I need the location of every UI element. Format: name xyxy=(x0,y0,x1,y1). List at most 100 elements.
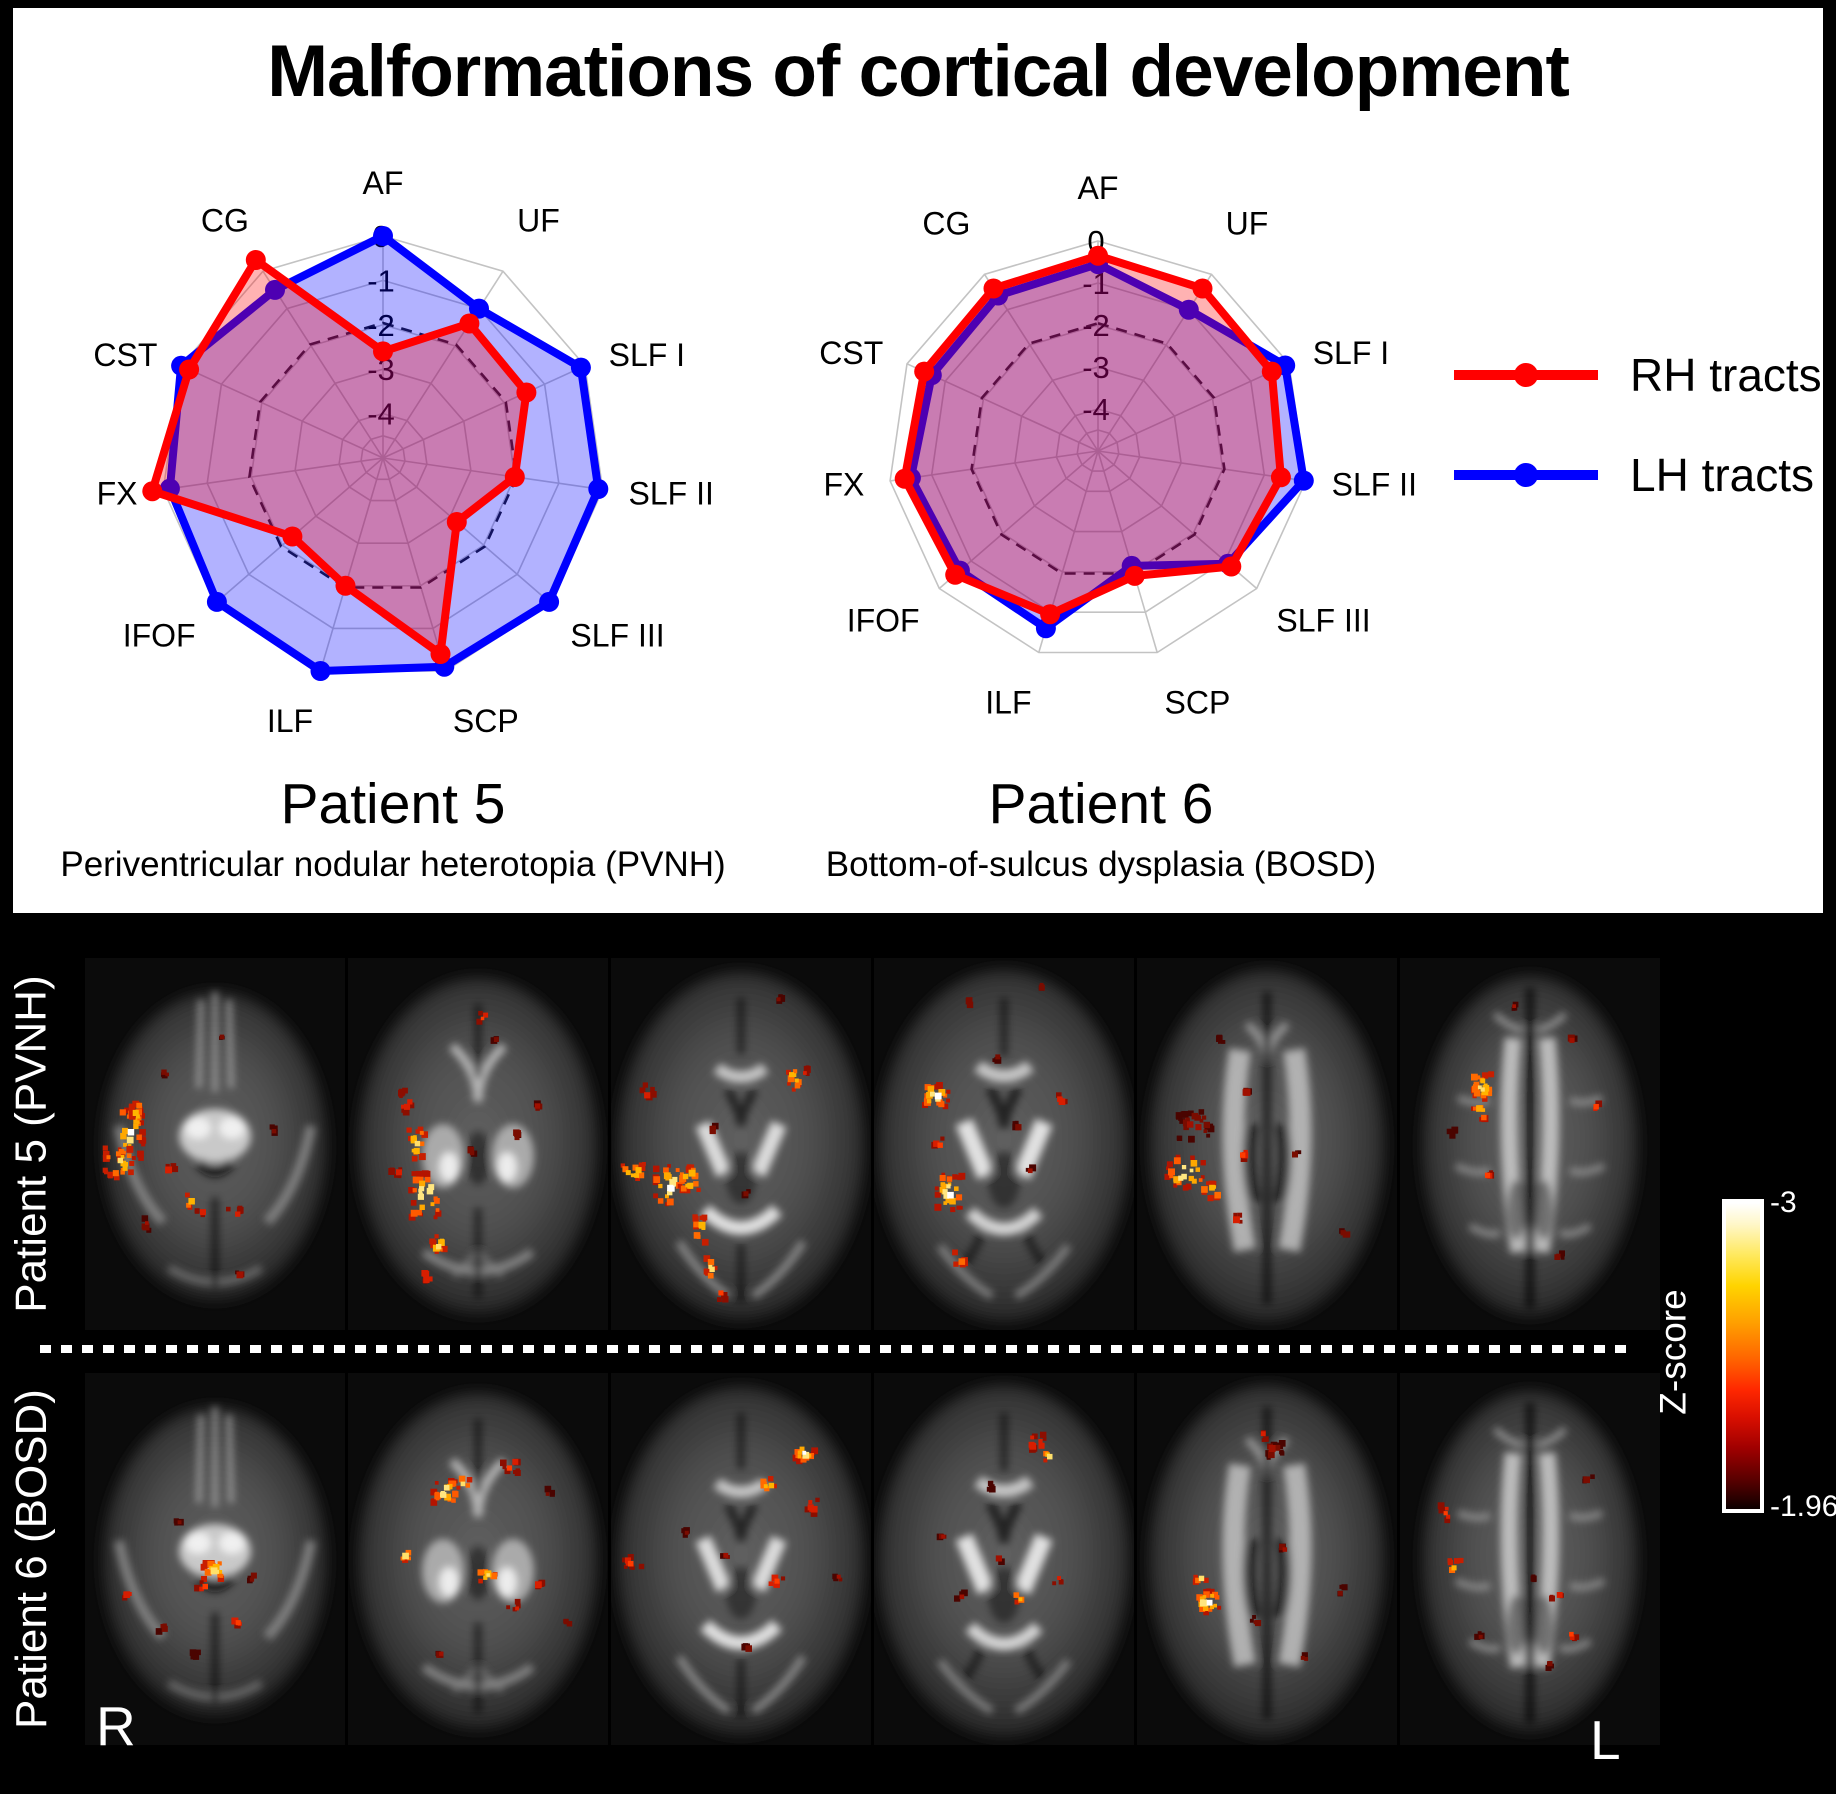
brain-anatomy xyxy=(936,1413,1072,1715)
mri-slice xyxy=(1400,958,1660,1330)
legend-label-lh: LH tracts xyxy=(1630,449,1815,501)
zscore-hotspots xyxy=(622,1446,843,1652)
svg-text:SLF III: SLF III xyxy=(1276,603,1370,639)
svg-text:SLF I: SLF I xyxy=(609,337,685,373)
svg-text:-2: -2 xyxy=(1082,308,1110,343)
svg-text:FX: FX xyxy=(824,467,865,503)
mri-slice-image xyxy=(348,1373,608,1745)
brain-anatomy xyxy=(1454,988,1606,1308)
radar-axis-labels: AF UF SLF I SLF II SLF III SCP ILF IFOF FX CST CG xyxy=(93,165,713,739)
svg-text:SLF II: SLF II xyxy=(629,475,714,511)
mri-slice xyxy=(348,958,608,1330)
brain-anatomy xyxy=(421,1419,535,1713)
zscore-hotspots xyxy=(400,1458,573,1658)
mri-slice xyxy=(611,1373,871,1745)
mri-slice-image xyxy=(611,1373,871,1745)
mri-slice xyxy=(1400,1373,1660,1745)
colorbar-axis-label: Z-score xyxy=(1642,1199,1706,1505)
zscore-label-text: Z-score xyxy=(1653,1289,1694,1415)
colorbar-max-label: -3 xyxy=(1770,1186,1797,1219)
mri-slice-image xyxy=(874,1373,1134,1745)
mri-slice xyxy=(85,958,345,1330)
legend-item-rh-tracts: RH tracts xyxy=(1450,348,1822,402)
row-label-text: Patient 5 (PVNH) xyxy=(7,975,56,1313)
row-label-text: Patient 6 (BOSD) xyxy=(7,1389,56,1729)
svg-text:CST: CST xyxy=(819,335,883,371)
radar-axis-labels: AF UF SLF I SLF II SLF III SCP ILF IFOF FX CST CG xyxy=(819,170,1417,720)
mri-slice-image xyxy=(611,958,871,1330)
svg-text:-1: -1 xyxy=(367,263,395,298)
mri-slice xyxy=(1137,958,1397,1330)
mri-slice xyxy=(874,958,1134,1330)
svg-text:CG: CG xyxy=(201,202,249,238)
mri-slice xyxy=(611,958,871,1330)
patient-5-diagnosis: Periventricular nodular heterotopia (PVN… xyxy=(60,845,726,884)
svg-text:AF: AF xyxy=(363,165,404,201)
svg-text:-4: -4 xyxy=(367,397,395,432)
patient-6-diagnosis: Bottom-of-sulcus dysplasia (BOSD) xyxy=(825,845,1377,884)
svg-text:CG: CG xyxy=(922,206,970,242)
svg-text:SCP: SCP xyxy=(453,703,519,739)
svg-text:UF: UF xyxy=(1226,206,1269,242)
mri-row-patient-5 xyxy=(85,958,1660,1330)
zscore-hotspots xyxy=(122,1518,257,1660)
patient-5-name: Patient 5 xyxy=(280,772,506,836)
svg-text:AF: AF xyxy=(1078,170,1119,206)
mri-slice-image xyxy=(1137,958,1397,1330)
mri-slice-image xyxy=(348,958,608,1330)
mri-slice xyxy=(85,1373,345,1745)
radar-series-rh-tracts xyxy=(894,245,1291,625)
svg-text:FX: FX xyxy=(97,475,138,511)
radar-panel: Malformations of cortical development 0-… xyxy=(13,8,1823,913)
brain-anatomy xyxy=(1222,1407,1312,1719)
radial-tick-labels: 0-1-2-3-4 xyxy=(367,219,395,432)
brain-anatomy xyxy=(936,998,1072,1300)
radar-grid xyxy=(889,240,1307,654)
orientation-left-label: L xyxy=(1590,1709,1621,1771)
patient-6-name: Patient 6 xyxy=(988,772,1214,836)
brain-anatomy xyxy=(1222,992,1312,1304)
significance-threshold-ring xyxy=(248,321,518,589)
svg-text:UF: UF xyxy=(517,202,560,238)
zscore-hotspots xyxy=(102,1034,278,1279)
svg-text:SLF I: SLF I xyxy=(1313,335,1389,371)
mri-slice xyxy=(1137,1373,1397,1745)
zscore-hotspots xyxy=(936,1431,1064,1605)
row-divider-dashed-line xyxy=(40,1345,1626,1353)
svg-text:ILF: ILF xyxy=(985,684,1031,720)
svg-text:-3: -3 xyxy=(1082,350,1110,385)
zscore-hotspots xyxy=(1192,1430,1348,1661)
mri-slice-image xyxy=(1400,1373,1660,1745)
legend: RH tracts LH tracts xyxy=(1450,348,1822,502)
zscore-hotspots xyxy=(388,1010,543,1284)
caption-patient-6: Patient 6 Bottom-of-sulcus dysplasia (BO… xyxy=(751,772,1451,884)
svg-text:CST: CST xyxy=(93,337,157,373)
svg-text:-2: -2 xyxy=(367,308,395,343)
svg-text:ILF: ILF xyxy=(267,703,313,739)
brain-anatomy xyxy=(421,1004,535,1298)
mri-slice xyxy=(348,1373,608,1745)
svg-text:SLF III: SLF III xyxy=(570,617,664,653)
caption-patient-5: Patient 5 Periventricular nodular hetero… xyxy=(43,772,743,884)
zscore-hotspots xyxy=(620,994,811,1303)
mri-slice-image xyxy=(1400,958,1660,1330)
zscore-hotspots xyxy=(1164,1034,1351,1238)
legend-label-rh: RH tracts xyxy=(1630,349,1822,401)
svg-text:IFOF: IFOF xyxy=(123,617,196,653)
figure-title: Malformations of cortical development xyxy=(267,31,1570,112)
zscore-colorbar xyxy=(1722,1199,1764,1513)
radar-series-rh-tracts xyxy=(142,250,537,664)
rh-line-marker-icon xyxy=(1454,363,1598,387)
mri-slice xyxy=(874,1373,1134,1745)
mri-slice-image xyxy=(85,1373,345,1745)
svg-text:SCP: SCP xyxy=(1165,684,1231,720)
legend-item-lh-tracts: LH tracts xyxy=(1450,448,1822,502)
svg-text:-4: -4 xyxy=(1082,392,1110,427)
mri-slice-image xyxy=(1137,1373,1397,1745)
mri-slice-image xyxy=(874,958,1134,1330)
mri-slice-image xyxy=(85,958,345,1330)
zscore-hotspots xyxy=(922,982,1068,1268)
lh-line-marker-icon xyxy=(1454,463,1598,487)
